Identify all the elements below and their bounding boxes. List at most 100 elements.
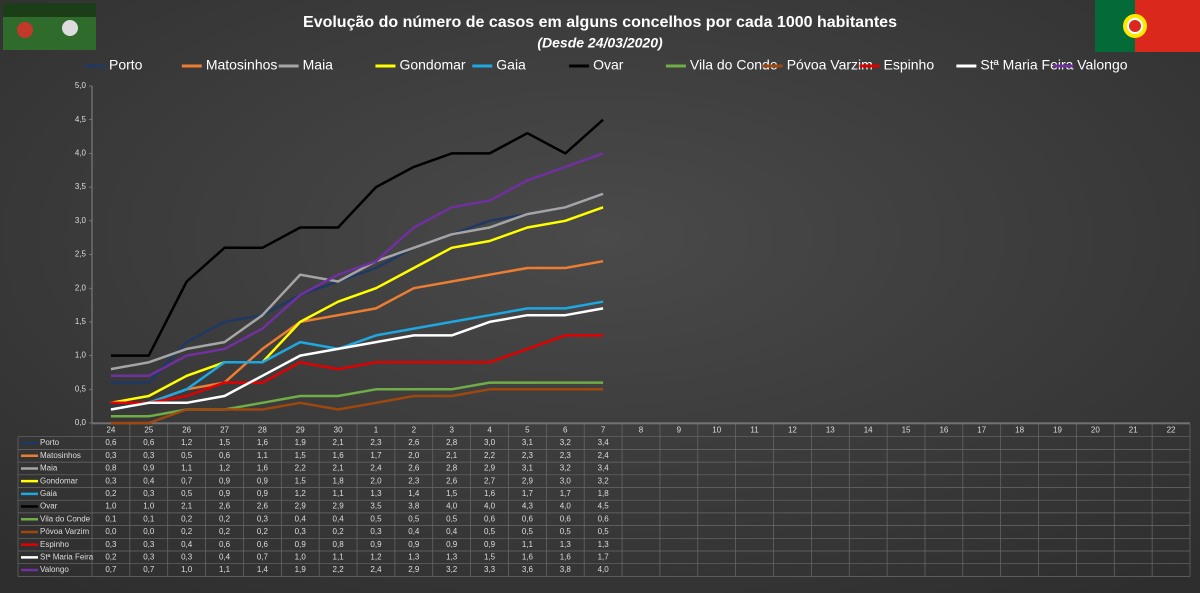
table-cell: 1,1 [257,451,269,460]
table-cell: 0,7 [143,565,155,574]
table-cell: 0,7 [181,476,193,485]
table-cell: 1,2 [219,464,231,473]
legend-label: Stª Maria Feira [980,57,1073,73]
table-cell: 2,1 [446,451,458,460]
x-tick-label: 8 [639,425,644,434]
x-tick-label: 10 [712,425,721,434]
x-tick-label: 5 [525,425,530,434]
x-tick-label: 30 [334,425,343,434]
x-tick-label: 4 [487,425,492,434]
table-cell: 1,6 [257,464,269,473]
y-tick-label: 4,5 [75,115,87,124]
table-cell: 1,7 [370,451,382,460]
chart-title: Evolução do número de casos em alguns co… [303,14,897,31]
table-cell: 1,6 [484,489,496,498]
table-cell: 3,8 [408,502,420,511]
table-cell: 1,0 [181,565,193,574]
table-cell: 0,2 [219,527,231,536]
table-cell: 3,1 [522,438,534,447]
table-cell: 0,5 [446,514,458,523]
table-cell: 0,9 [257,489,269,498]
table-cell: 1,8 [333,476,345,485]
table-cell: 1,3 [408,552,420,561]
flag [1095,0,1200,52]
series-line [110,259,604,405]
table-cell: 0,5 [522,527,534,536]
table-series-name: Gaia [40,489,57,498]
table-cell: 2,3 [408,476,420,485]
table-cell: 0,5 [598,527,610,536]
table-cell: 0,9 [219,489,231,498]
table-cell: 0,6 [219,540,231,549]
table-cell: 3,4 [598,438,610,447]
table-cell: 1,8 [598,489,610,498]
table-cell: 0,9 [408,540,420,549]
x-tick-label: 27 [220,425,229,434]
legend-label: Matosinhos [206,57,278,73]
series-line [110,300,604,411]
table-cell: 3,2 [446,565,458,574]
table-cell: 1,3 [598,540,610,549]
table-cell: 1,1 [522,540,534,549]
table-cell: 0,9 [295,540,307,549]
table-cell: 1,3 [446,552,458,561]
table-cell: 0,3 [105,451,117,460]
table-cell: 2,8 [446,438,458,447]
chart-subtitle: (Desde 24/03/2020) [537,35,663,51]
table-cell: 1,4 [257,565,269,574]
table-cell: 0,6 [219,451,231,460]
table-cell: 1,0 [143,502,155,511]
table-cell: 2,9 [295,502,307,511]
x-tick-label: 3 [449,425,454,434]
table-cell: 1,3 [560,540,572,549]
table-cell: 1,3 [370,489,382,498]
table-cell: 1,5 [219,438,231,447]
x-tick-label: 11 [750,425,759,434]
table-cell: 4,0 [560,502,572,511]
table-cell: 0,9 [370,540,382,549]
x-tick-label: 17 [977,425,986,434]
x-tick-label: 6 [563,425,568,434]
x-tick-label: 1 [374,425,379,434]
table-cell: 2,3 [560,451,572,460]
table-cell: 0,5 [560,527,572,536]
table-cell: 1,2 [295,489,307,498]
table-cell: 0,2 [105,552,117,561]
table-cell: 1,1 [181,464,193,473]
table-series-name: Valongo [40,565,69,574]
table-cell: 0,0 [143,527,155,536]
legend-label: Gaia [496,57,526,73]
table-series-name: Vila do Conde [40,514,91,523]
table-series-name: Stª Maria Feira [40,552,94,561]
table-cell: 1,7 [560,489,572,498]
x-tick-label: 29 [296,425,305,434]
table-cell: 0,2 [181,527,193,536]
x-tick-label: 20 [1091,425,1100,434]
table-cell: 1,9 [295,438,307,447]
table-series-name: Póvoa Varzim [40,527,90,536]
table-cell: 1,6 [560,552,572,561]
table-cell: 0,3 [370,527,382,536]
table-cell: 0,2 [219,514,231,523]
table-series-name: Matosinhos [40,451,81,460]
logo [3,3,96,50]
table-cell: 0,4 [295,514,307,523]
table-cell: 0,5 [181,451,193,460]
table-cell: 2,1 [333,438,345,447]
table-cell: 1,7 [522,489,534,498]
table-cell: 1,4 [408,489,420,498]
x-tick-label: 2 [412,425,417,434]
table-cell: 0,4 [446,527,458,536]
x-tick-label: 9 [677,425,682,434]
table-cell: 2,9 [522,476,534,485]
x-tick-label: 12 [788,425,797,434]
series-line [110,388,604,425]
table-cell: 2,4 [598,451,610,460]
table-cell: 0,9 [219,476,231,485]
table-cell: 2,7 [484,476,496,485]
table-cell: 1,5 [295,476,307,485]
table-cell: 3,1 [522,464,534,473]
table-cell: 1,6 [333,451,345,460]
